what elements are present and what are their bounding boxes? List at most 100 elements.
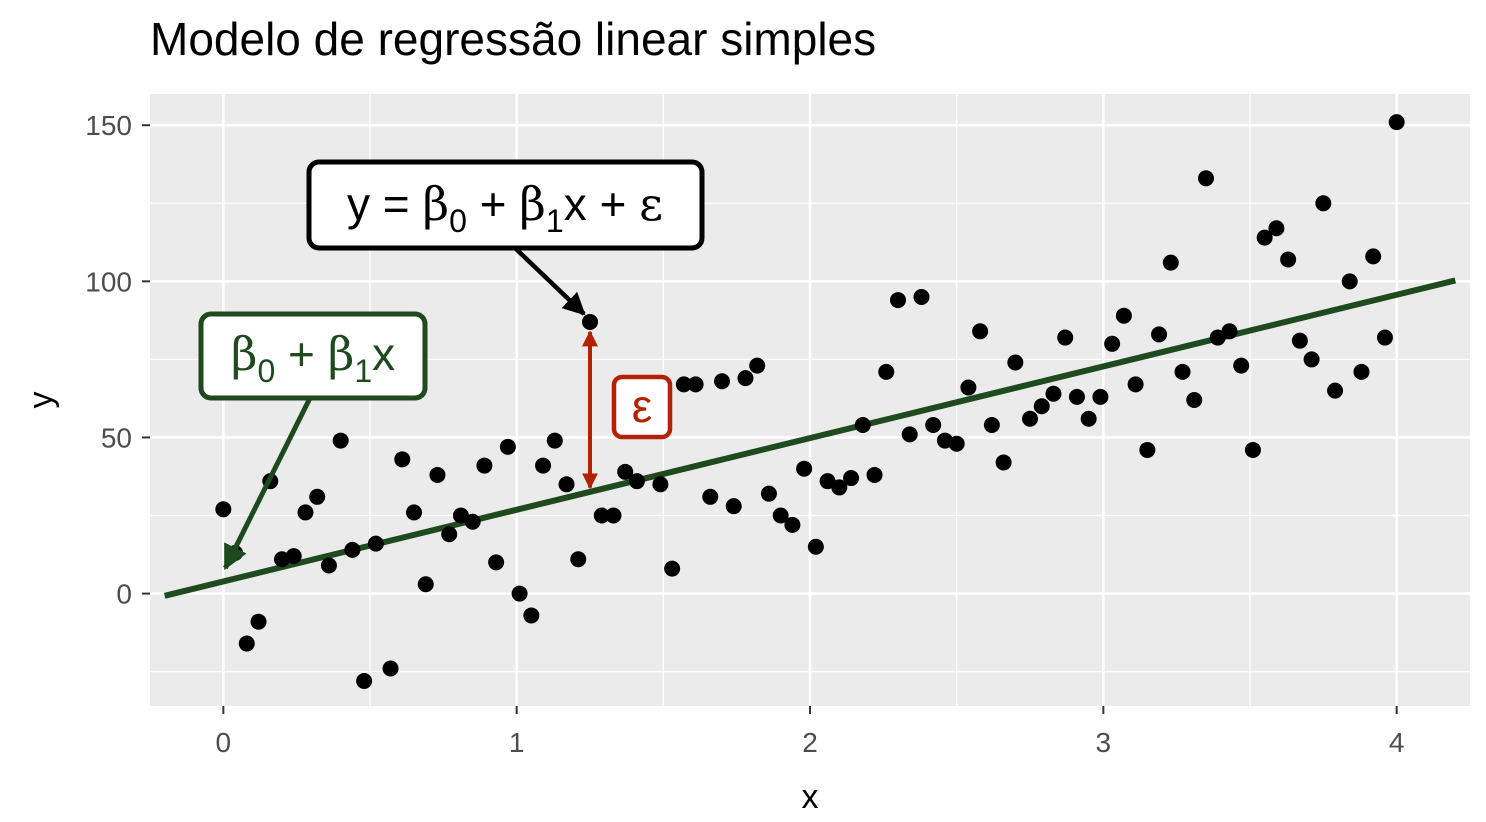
data-point <box>983 416 1000 433</box>
data-point <box>749 357 766 374</box>
data-point <box>309 488 326 505</box>
data-point <box>406 504 422 521</box>
data-point <box>1198 170 1214 187</box>
x-tick-label: 4 <box>1389 727 1405 758</box>
annotations: y = β0 + β1x + ε β0 + β1x ε <box>198 159 705 571</box>
data-point <box>367 535 384 552</box>
data-point <box>394 451 411 468</box>
data-point <box>1151 326 1168 343</box>
y-tick-label: 150 <box>85 110 132 141</box>
equation-box <box>306 159 705 251</box>
data-point <box>332 432 349 449</box>
data-point <box>1127 376 1144 393</box>
data-point <box>972 323 989 340</box>
axes: 0 1 2 3 4 0 50 100 150 x y <box>22 110 1404 816</box>
data-point <box>429 466 446 483</box>
data-point <box>1092 388 1109 405</box>
data-point <box>1022 410 1038 427</box>
data-point <box>1115 307 1132 324</box>
data-point <box>523 607 540 624</box>
data-point <box>1007 354 1024 371</box>
data-point <box>344 541 361 558</box>
data-point <box>499 438 516 455</box>
data-point <box>1365 248 1382 265</box>
data-point <box>1033 398 1050 415</box>
data-point <box>760 485 777 502</box>
data-point <box>1327 382 1344 399</box>
data-point <box>1280 251 1297 268</box>
data-point <box>1186 392 1203 408</box>
data-point <box>382 660 399 677</box>
data-point <box>948 435 965 452</box>
data-point <box>807 538 824 555</box>
data-point <box>617 463 634 480</box>
y-axis-label: y <box>22 392 60 409</box>
data-point <box>901 426 918 443</box>
data-point <box>1303 351 1320 368</box>
data-point <box>1244 441 1261 458</box>
data-point <box>546 432 563 449</box>
data-point <box>960 379 977 396</box>
data-point <box>1104 335 1121 352</box>
data-point <box>511 585 528 602</box>
data-point <box>464 513 481 530</box>
data-point <box>628 473 645 490</box>
line-label-arrow <box>223 396 313 571</box>
data-point <box>831 479 848 496</box>
data-point <box>1221 323 1238 340</box>
x-tick-label: 1 <box>509 727 525 758</box>
data-point <box>1045 385 1062 402</box>
data-point <box>1080 410 1097 427</box>
y-tick-label: 0 <box>116 579 132 610</box>
error-label-text: ε <box>632 380 653 432</box>
data-point <box>238 635 255 652</box>
data-point <box>441 526 458 543</box>
data-point <box>1388 114 1405 131</box>
chart-title: Modelo de regressão linear simples <box>150 13 877 65</box>
data-point <box>702 488 719 505</box>
error-label-box <box>611 374 673 440</box>
data-point <box>890 292 906 309</box>
data-point <box>593 507 610 524</box>
data-point <box>1162 254 1179 271</box>
data-point <box>995 454 1012 471</box>
data-point <box>664 560 681 577</box>
data-point <box>796 460 813 477</box>
data-point <box>320 557 337 574</box>
data-point <box>582 313 598 330</box>
data-point <box>1315 195 1332 212</box>
data-point <box>1174 363 1191 380</box>
data-point <box>356 673 373 690</box>
x-tick-label: 0 <box>216 727 232 758</box>
data-point <box>925 416 942 433</box>
data-point <box>488 554 505 571</box>
data-point <box>1057 329 1074 346</box>
data-point <box>854 416 871 433</box>
data-point <box>250 613 267 630</box>
x-axis-label: x <box>802 778 819 816</box>
data-point <box>1233 357 1250 374</box>
data-point <box>878 363 895 380</box>
line-label-text: β0 + β1x <box>231 327 395 389</box>
data-point <box>675 376 692 393</box>
data-point <box>476 457 493 474</box>
data-point <box>570 551 587 568</box>
data-point <box>714 373 730 390</box>
data-point <box>1256 229 1273 246</box>
data-point <box>843 470 860 487</box>
line-label-box <box>198 311 428 401</box>
y-tick-label: 100 <box>85 266 132 297</box>
data-point <box>866 466 883 483</box>
data-point <box>215 501 232 518</box>
y-tick-label: 50 <box>101 422 132 453</box>
data-point <box>737 370 754 387</box>
data-point <box>1268 220 1285 237</box>
data-point <box>1341 273 1358 290</box>
data-point <box>1209 329 1226 346</box>
data-point <box>297 504 314 521</box>
data-point <box>417 576 434 593</box>
data-point <box>285 548 302 565</box>
data-point <box>772 507 789 524</box>
data-point <box>1139 441 1156 458</box>
